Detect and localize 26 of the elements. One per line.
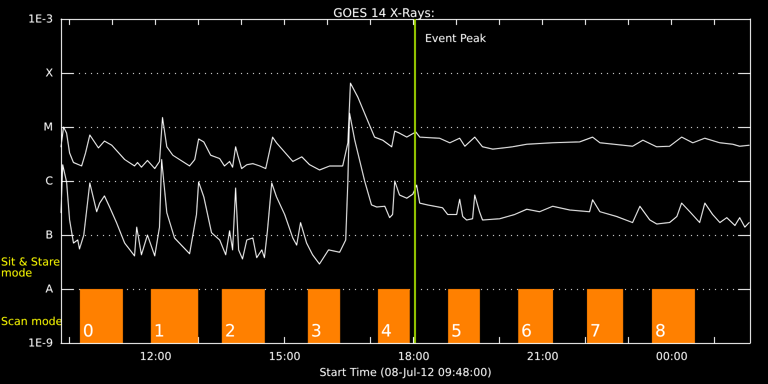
band-label: 1 [154,322,165,342]
y-tick-label: A [45,282,54,296]
band-label: 7 [590,322,601,342]
ref-line-label: Event Peak [424,32,487,45]
x-axis-title: Start Time (08-Jul-12 09:48:00) [319,366,492,379]
x-tick-label: 00:00 [656,350,688,363]
y-tick-label: B [45,228,53,242]
annotation: Scan mode [1,315,63,328]
band-label: 4 [380,322,392,342]
y-tick-label: M [44,120,53,134]
chart-title: GOES 14 X-Rays: [333,6,435,20]
y-tick-label: C [45,174,54,188]
band-label: 8 [654,322,666,342]
x-tick-label: 15:00 [268,350,300,363]
text: Sit & Stare mode [1,256,64,280]
y-tick-label: 1E-9 [28,336,53,350]
y-tick-label: X [45,66,54,80]
band-label: 5 [451,322,462,342]
x-tick-label: 18:00 [398,350,430,363]
band-label: 3 [310,322,322,342]
x-tick-label: 21:00 [526,350,559,363]
band-label: 0 [82,322,94,342]
band-label: 6 [521,322,532,342]
y-tick-label: 1E-3 [28,12,53,26]
band-label: 2 [224,322,236,342]
x-tick-label: 12:00 [140,350,172,363]
